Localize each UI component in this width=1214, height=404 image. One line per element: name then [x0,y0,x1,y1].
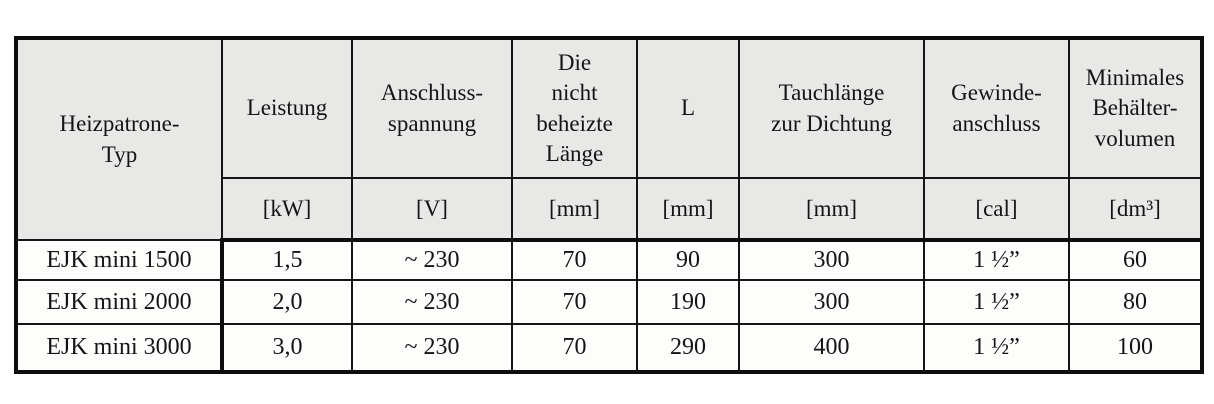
value-cell: 1,5 [221,239,353,281]
column-header-behaeltervolumen: Minimales Behälter- volumen [1068,37,1203,179]
value-cell: 60 [1068,239,1203,281]
header-row-units: [kW] [V] [mm] [mm] [mm] [cal] [dm³] [16,177,1203,242]
value-cell: 70 [511,323,638,373]
unit-cell-kw: [kW] [221,177,353,242]
table-row: EJK mini 2000 2,0 ~ 230 70 190 300 1 ½” … [15,279,1203,325]
value-cell: 290 [636,323,740,373]
table-row: EJK mini 3000 3,0 ~ 230 70 290 400 1 ½” … [15,323,1203,373]
value-cell: ~ 230 [351,323,513,373]
unit-cell-cal: [cal] [923,177,1070,242]
value-cell: 300 [738,239,925,281]
column-header-heizpatrone-typ: Heizpatrone- Typ [15,37,223,241]
value-cell: 400 [738,323,925,373]
row-type-cell: EJK mini 1500 [15,239,224,281]
row-type-cell: EJK mini 3000 [15,323,224,373]
row-type-cell: EJK mini 2000 [15,279,224,325]
column-header-l: L [636,37,740,179]
column-header-nicht-beheizte-laenge: Die nicht beheizte Länge [511,37,638,179]
value-cell: ~ 230 [351,279,513,325]
unit-cell-mm-1: [mm] [511,177,638,242]
value-cell: 1 ½” [923,279,1070,325]
unit-cell-mm-2: [mm] [636,177,740,242]
unit-cell-dm3: [dm³] [1068,177,1203,242]
value-cell: 1 ½” [923,239,1070,281]
value-cell: 80 [1068,279,1203,325]
value-cell: 70 [511,279,638,325]
column-header-gewindeanschluss: Gewinde- anschluss [923,37,1070,179]
spec-table: Heizpatrone- Typ Leistung Anschluss- spa… [14,36,1204,374]
unit-cell-v: [V] [351,177,513,242]
value-cell: 2,0 [221,279,353,325]
value-cell: 190 [636,279,740,325]
unit-cell-mm-3: [mm] [738,177,925,242]
table-row: EJK mini 1500 1,5 ~ 230 70 90 300 1 ½” 6… [15,239,1203,281]
value-cell: 300 [738,279,925,325]
value-cell: ~ 230 [351,239,513,281]
value-cell: 70 [511,239,638,281]
header-row-names: Heizpatrone- Typ Leistung Anschluss- spa… [15,37,1203,241]
value-cell: 90 [636,239,740,281]
value-cell: 100 [1068,323,1203,373]
column-header-anschlussspannung: Anschluss- spannung [351,37,513,179]
value-cell: 1 ½” [923,323,1070,373]
column-header-tauchlaenge: Tauchlänge zur Dichtung [738,37,925,179]
value-cell: 3,0 [221,323,353,373]
column-header-leistung: Leistung [221,37,353,179]
